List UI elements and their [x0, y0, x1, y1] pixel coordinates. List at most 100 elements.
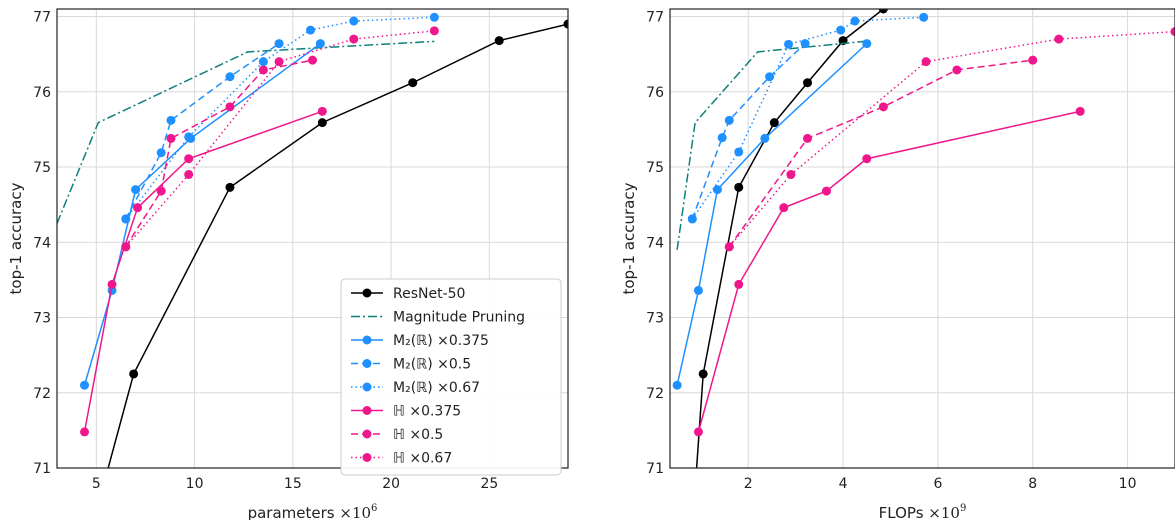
series-layer: [57, 12, 568, 480]
data-point: [258, 57, 268, 67]
legend-marker: [362, 429, 372, 439]
data-point: [429, 26, 439, 36]
data-point: [225, 182, 235, 192]
data-point: [862, 39, 872, 49]
series-line-2: [57, 40, 435, 224]
data-point: [184, 154, 194, 164]
data-point: [494, 36, 504, 46]
series-line-3: [676, 43, 868, 386]
series-line-2: [676, 40, 865, 250]
data-point: [803, 133, 813, 143]
legend-marker: [362, 359, 372, 368]
y-tick-label: 74: [33, 235, 51, 251]
x-tick-label: 2: [744, 476, 753, 492]
y-axis-label: top-1 accuracy: [7, 182, 25, 294]
data-point: [836, 25, 846, 35]
series-line-6: [697, 110, 1081, 433]
data-point: [921, 57, 931, 67]
data-point: [184, 170, 194, 180]
legend-marker: [362, 288, 372, 298]
data-point: [724, 242, 734, 252]
x-tick-label: 4: [839, 476, 848, 492]
x-tick-label: 20: [382, 476, 400, 492]
data-point: [563, 19, 568, 29]
data-point: [166, 133, 176, 143]
legend-label: Magnitude Pruning: [393, 310, 525, 326]
y-tick-label: 76: [33, 85, 51, 101]
legend-label: ResNet-50: [393, 286, 465, 302]
data-point: [850, 16, 860, 26]
x-tick-label: 5: [92, 476, 101, 492]
data-point: [803, 78, 813, 88]
data-point: [765, 72, 775, 82]
y-tick-label: 77: [646, 10, 664, 26]
data-point: [308, 55, 317, 65]
x-tick-label: 15: [284, 476, 302, 492]
data-point: [349, 16, 359, 26]
data-point: [1170, 27, 1175, 37]
series-line-8: [125, 30, 435, 248]
y-tick-label: 76: [646, 85, 664, 101]
legend-label: M₂(ℝ) ×0.67: [393, 380, 480, 396]
data-point: [800, 39, 810, 49]
data-point: [878, 9, 888, 14]
legend-marker: [362, 406, 372, 415]
data-point: [107, 279, 117, 289]
data-point: [919, 12, 929, 22]
data-point: [724, 115, 734, 125]
series-line-3: [83, 43, 321, 386]
data-point: [1028, 55, 1038, 65]
data-point: [734, 147, 744, 157]
legend-marker: [362, 335, 372, 345]
data-point: [102, 471, 111, 480]
y-tick-label: 75: [646, 160, 664, 176]
plot-frame: [669, 8, 1175, 469]
data-point: [306, 25, 316, 35]
chart-panel-2: 2 4 6 8 10 71 72 73 74 75 76 77 FLOPs ×109 top-1 accu…: [620, 8, 1175, 520]
data-point: [1075, 106, 1085, 116]
data-point: [862, 154, 872, 164]
series-line-7: [728, 59, 1033, 248]
y-tick-label: 72: [33, 386, 51, 402]
data-point: [349, 34, 359, 44]
x-tick-label: 6: [933, 476, 942, 492]
data-point: [156, 186, 166, 196]
series-line-7: [125, 59, 313, 248]
data-point: [166, 115, 176, 125]
chart-panel-1: 5 10 15 20 25 71 72 73 74 75 76 77 parameters ×106 to…: [7, 8, 569, 520]
series-line-4: [125, 42, 280, 220]
legend-marker: [362, 453, 372, 462]
y-tick-label: 75: [33, 160, 51, 176]
data-point: [129, 369, 139, 379]
legend-label: ℍ ×0.67: [393, 451, 452, 467]
data-point: [760, 133, 770, 143]
y-tick-label: 77: [33, 10, 51, 26]
legend: ResNet-50 Magnitude Pruning M₂(ℝ) ×0.375 M₂…: [340, 278, 562, 476]
legend-label: M₂(ℝ) ×0.375: [393, 333, 489, 349]
data-point: [952, 65, 962, 75]
data-point: [317, 118, 327, 128]
data-point: [784, 39, 794, 49]
y-tick-label: 73: [33, 311, 51, 327]
data-point: [693, 285, 703, 295]
data-point: [225, 102, 235, 112]
data-point: [315, 39, 325, 49]
data-point: [786, 170, 796, 180]
y-tick-label: 72: [646, 386, 664, 402]
data-point: [80, 427, 90, 437]
x-tick-label: 8: [1028, 476, 1037, 492]
data-point: [225, 72, 235, 82]
plot-frame: [56, 8, 569, 469]
x-tick-label: 10: [186, 476, 204, 492]
data-point: [274, 39, 284, 49]
data-point: [133, 203, 143, 213]
legend-box: [340, 278, 562, 476]
series-line-6: [83, 110, 323, 433]
legend-label: M₂(ℝ) ×0.5: [393, 357, 471, 373]
data-point: [408, 78, 418, 88]
data-point: [184, 132, 194, 142]
series-line-5: [691, 16, 924, 220]
data-point: [258, 65, 268, 75]
data-point: [121, 214, 131, 224]
